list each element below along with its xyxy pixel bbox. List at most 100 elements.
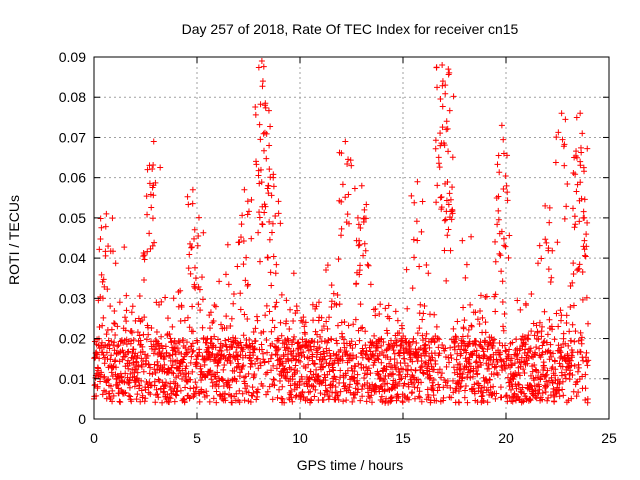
data-point bbox=[574, 368, 581, 375]
data-point bbox=[411, 395, 418, 402]
x-tick-label: 25 bbox=[601, 430, 617, 446]
data-point bbox=[174, 345, 181, 352]
data-point bbox=[543, 339, 550, 346]
data-point bbox=[514, 350, 521, 357]
data-point bbox=[454, 318, 461, 325]
data-point bbox=[172, 340, 179, 347]
data-point bbox=[273, 261, 280, 268]
data-point bbox=[305, 389, 312, 396]
data-point bbox=[287, 382, 294, 389]
data-point bbox=[432, 360, 439, 367]
data-point bbox=[415, 376, 422, 383]
data-point bbox=[142, 395, 149, 402]
data-point bbox=[150, 192, 157, 199]
data-point bbox=[556, 360, 563, 367]
data-point bbox=[583, 231, 590, 238]
data-point bbox=[300, 314, 307, 321]
data-point bbox=[505, 254, 512, 261]
data-point bbox=[398, 375, 405, 382]
data-point bbox=[453, 356, 460, 363]
data-point bbox=[147, 364, 154, 371]
data-point bbox=[148, 204, 155, 211]
data-point bbox=[423, 350, 430, 357]
data-point bbox=[476, 321, 483, 328]
data-point bbox=[153, 328, 160, 335]
data-point bbox=[114, 343, 121, 350]
x-tick-label: 15 bbox=[395, 430, 411, 446]
data-point bbox=[215, 383, 222, 390]
data-point bbox=[338, 225, 345, 232]
data-point bbox=[470, 386, 477, 393]
data-point bbox=[420, 310, 427, 317]
data-point bbox=[263, 302, 270, 309]
data-point bbox=[268, 328, 275, 335]
data-point bbox=[302, 319, 309, 326]
data-point bbox=[439, 341, 446, 348]
data-point bbox=[493, 390, 500, 397]
data-point bbox=[257, 360, 264, 367]
data-point bbox=[261, 209, 268, 216]
data-point bbox=[257, 258, 264, 265]
data-point bbox=[364, 261, 371, 268]
data-point bbox=[257, 166, 264, 173]
data-point bbox=[158, 333, 165, 340]
data-point bbox=[103, 349, 110, 356]
data-point bbox=[187, 270, 194, 277]
data-point bbox=[543, 371, 550, 378]
data-point bbox=[138, 377, 145, 384]
data-point bbox=[345, 191, 352, 198]
data-point bbox=[145, 389, 152, 396]
data-point bbox=[437, 130, 444, 137]
data-point bbox=[275, 345, 282, 352]
data-point bbox=[496, 340, 503, 347]
data-point bbox=[430, 392, 437, 399]
data-point bbox=[149, 166, 156, 173]
data-point bbox=[186, 394, 193, 401]
data-point bbox=[333, 301, 340, 308]
data-point bbox=[544, 382, 551, 389]
data-point bbox=[110, 248, 117, 255]
data-point bbox=[226, 384, 233, 391]
data-point bbox=[367, 370, 374, 377]
data-point bbox=[445, 66, 452, 73]
data-point bbox=[378, 383, 385, 390]
data-point bbox=[250, 346, 257, 353]
data-point bbox=[397, 371, 404, 378]
data-point bbox=[342, 138, 349, 145]
data-point bbox=[251, 371, 258, 378]
data-point bbox=[222, 271, 229, 278]
data-point bbox=[248, 357, 255, 364]
data-point bbox=[542, 385, 549, 392]
data-point bbox=[561, 215, 568, 222]
data-point bbox=[556, 393, 563, 400]
data-point bbox=[267, 123, 274, 130]
data-point bbox=[585, 320, 592, 327]
data-point bbox=[146, 180, 153, 187]
data-point bbox=[248, 235, 255, 242]
data-point bbox=[168, 364, 175, 371]
data-point bbox=[554, 239, 561, 246]
data-point bbox=[98, 369, 105, 376]
data-point bbox=[447, 247, 454, 254]
data-point bbox=[257, 362, 264, 369]
data-point bbox=[134, 329, 141, 336]
data-point bbox=[258, 179, 265, 186]
data-point bbox=[156, 377, 163, 384]
data-point bbox=[185, 370, 192, 377]
data-point bbox=[270, 253, 277, 260]
data-point bbox=[505, 351, 512, 358]
data-point bbox=[461, 387, 468, 394]
data-point bbox=[445, 226, 452, 233]
data-point bbox=[255, 229, 262, 236]
data-point bbox=[108, 352, 115, 359]
data-point bbox=[152, 179, 159, 186]
data-point bbox=[547, 349, 554, 356]
data-point bbox=[104, 377, 111, 384]
data-point bbox=[422, 335, 429, 342]
data-point bbox=[439, 62, 446, 69]
data-point bbox=[492, 395, 499, 402]
data-point bbox=[280, 353, 287, 360]
data-point bbox=[541, 308, 548, 315]
data-point bbox=[429, 354, 436, 361]
data-point bbox=[436, 350, 443, 357]
